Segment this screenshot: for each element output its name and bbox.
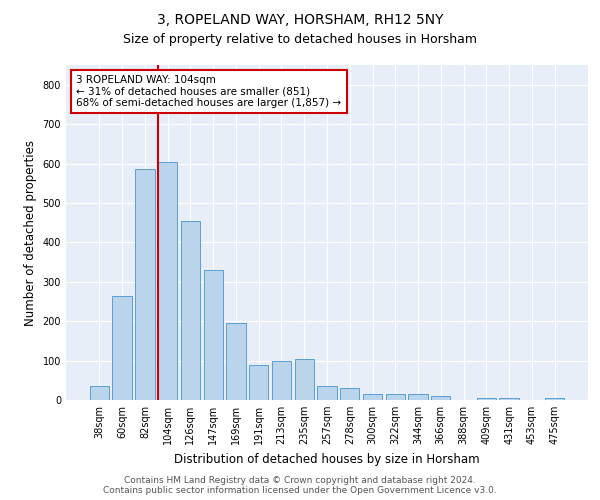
Bar <box>135 170 155 400</box>
Bar <box>409 394 428 400</box>
Bar <box>340 388 359 400</box>
Y-axis label: Number of detached properties: Number of detached properties <box>24 140 37 326</box>
Text: 3 ROPELAND WAY: 104sqm
← 31% of detached houses are smaller (851)
68% of semi-de: 3 ROPELAND WAY: 104sqm ← 31% of detached… <box>76 75 341 108</box>
Bar <box>386 394 405 400</box>
X-axis label: Distribution of detached houses by size in Horsham: Distribution of detached houses by size … <box>174 452 480 466</box>
Text: Size of property relative to detached houses in Horsham: Size of property relative to detached ho… <box>123 32 477 46</box>
Text: Contains HM Land Registry data © Crown copyright and database right 2024.
Contai: Contains HM Land Registry data © Crown c… <box>103 476 497 495</box>
Bar <box>203 270 223 400</box>
Bar <box>363 394 382 400</box>
Bar <box>476 398 496 400</box>
Bar <box>158 162 178 400</box>
Bar <box>545 398 564 400</box>
Text: 3, ROPELAND WAY, HORSHAM, RH12 5NY: 3, ROPELAND WAY, HORSHAM, RH12 5NY <box>157 12 443 26</box>
Bar <box>317 386 337 400</box>
Bar <box>249 364 268 400</box>
Bar <box>431 396 451 400</box>
Bar <box>499 398 519 400</box>
Bar <box>90 386 109 400</box>
Bar <box>181 220 200 400</box>
Bar <box>295 358 314 400</box>
Bar <box>226 323 245 400</box>
Bar <box>272 360 291 400</box>
Bar <box>112 296 132 400</box>
